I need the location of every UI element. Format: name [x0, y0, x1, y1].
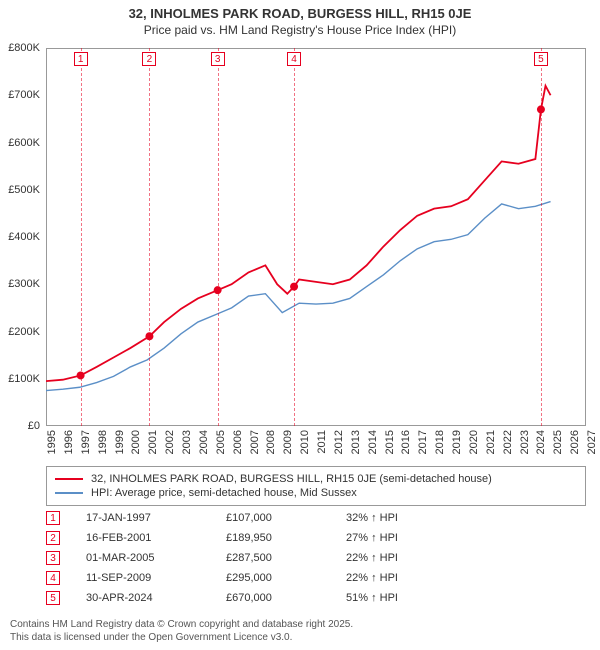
table-price: £107,000 [226, 512, 346, 524]
series-svg [46, 48, 586, 426]
table-price: £670,000 [226, 592, 346, 604]
table-marker: 2 [46, 531, 86, 545]
y-tick-label: £100K [0, 373, 40, 385]
x-tick-label: 2020 [468, 430, 480, 454]
legend-label-2: HPI: Average price, semi-detached house,… [91, 487, 357, 499]
y-tick-label: £200K [0, 326, 40, 338]
x-tick-label: 1996 [63, 430, 75, 454]
footer-line-1: Contains HM Land Registry data © Crown c… [10, 618, 353, 631]
x-tick-label: 2007 [249, 430, 261, 454]
x-tick-label: 2001 [147, 430, 159, 454]
table-pct: 51% ↑ HPI [346, 592, 466, 604]
table-date: 17-JAN-1997 [86, 512, 226, 524]
y-tick-label: £0 [0, 420, 40, 432]
x-tick-label: 2013 [350, 430, 362, 454]
x-tick-label: 2006 [232, 430, 244, 454]
marker-box: 5 [534, 52, 548, 66]
legend-row-1: 32, INHOLMES PARK ROAD, BURGESS HILL, RH… [55, 473, 577, 485]
marker-box: 2 [142, 52, 156, 66]
table-pct: 32% ↑ HPI [346, 512, 466, 524]
marker-box: 1 [74, 52, 88, 66]
x-tick-label: 2019 [451, 430, 463, 454]
table-row: 301-MAR-2005£287,50022% ↑ HPI [46, 548, 586, 568]
table-row: 530-APR-2024£670,00051% ↑ HPI [46, 588, 586, 608]
y-tick-label: £800K [0, 42, 40, 54]
marker-line [294, 48, 295, 426]
table-date: 01-MAR-2005 [86, 552, 226, 564]
table-pct: 22% ↑ HPI [346, 572, 466, 584]
x-tick-label: 2022 [502, 430, 514, 454]
x-tick-label: 2011 [316, 430, 328, 454]
table-date: 30-APR-2024 [86, 592, 226, 604]
series-line-price_paid [46, 86, 551, 381]
marker-line [149, 48, 150, 426]
table-marker: 5 [46, 591, 86, 605]
x-tick-label: 2023 [519, 430, 531, 454]
sales-table: 117-JAN-1997£107,00032% ↑ HPI216-FEB-200… [46, 508, 586, 608]
marker-line [541, 48, 542, 426]
y-tick-label: £400K [0, 231, 40, 243]
x-tick-label: 2009 [282, 430, 294, 454]
y-tick-label: £300K [0, 278, 40, 290]
table-marker: 4 [46, 571, 86, 585]
chart-title-1: 32, INHOLMES PARK ROAD, BURGESS HILL, RH… [0, 6, 600, 21]
x-tick-label: 2024 [535, 430, 547, 454]
x-tick-label: 2003 [181, 430, 193, 454]
table-pct: 27% ↑ HPI [346, 532, 466, 544]
table-marker: 1 [46, 511, 86, 525]
y-tick-label: £600K [0, 137, 40, 149]
legend-swatch-1 [55, 478, 83, 480]
x-tick-label: 1998 [97, 430, 109, 454]
marker-line [81, 48, 82, 426]
x-tick-label: 2015 [384, 430, 396, 454]
table-pct: 22% ↑ HPI [346, 552, 466, 564]
y-tick-label: £500K [0, 184, 40, 196]
legend-swatch-2 [55, 492, 83, 494]
table-row: 117-JAN-1997£107,00032% ↑ HPI [46, 508, 586, 528]
y-tick-label: £700K [0, 89, 40, 101]
table-price: £295,000 [226, 572, 346, 584]
table-row: 411-SEP-2009£295,00022% ↑ HPI [46, 568, 586, 588]
x-tick-label: 2025 [552, 430, 564, 454]
x-tick-label: 2018 [434, 430, 446, 454]
marker-box: 4 [287, 52, 301, 66]
x-tick-label: 2027 [586, 430, 598, 454]
x-tick-label: 2014 [367, 430, 379, 454]
x-tick-label: 2026 [569, 430, 581, 454]
marker-box: 3 [211, 52, 225, 66]
legend-row-2: HPI: Average price, semi-detached house,… [55, 487, 577, 499]
table-row: 216-FEB-2001£189,95027% ↑ HPI [46, 528, 586, 548]
x-tick-label: 2008 [265, 430, 277, 454]
x-tick-label: 2012 [333, 430, 345, 454]
x-tick-label: 2002 [164, 430, 176, 454]
x-tick-label: 2005 [215, 430, 227, 454]
footer: Contains HM Land Registry data © Crown c… [10, 618, 353, 644]
table-date: 16-FEB-2001 [86, 532, 226, 544]
x-tick-label: 2017 [417, 430, 429, 454]
x-tick-label: 2004 [198, 430, 210, 454]
x-tick-label: 1995 [46, 430, 58, 454]
chart-title-2: Price paid vs. HM Land Registry's House … [0, 23, 600, 37]
legend: 32, INHOLMES PARK ROAD, BURGESS HILL, RH… [46, 466, 586, 506]
chart-area: £0£100K£200K£300K£400K£500K£600K£700K£80… [46, 48, 586, 426]
x-tick-label: 1999 [114, 430, 126, 454]
legend-label-1: 32, INHOLMES PARK ROAD, BURGESS HILL, RH… [91, 473, 492, 485]
table-date: 11-SEP-2009 [86, 572, 226, 584]
series-line-hpi [46, 202, 551, 391]
table-marker: 3 [46, 551, 86, 565]
marker-line [218, 48, 219, 426]
title-block: 32, INHOLMES PARK ROAD, BURGESS HILL, RH… [0, 0, 600, 37]
x-tick-label: 2021 [485, 430, 497, 454]
footer-line-2: This data is licensed under the Open Gov… [10, 631, 353, 644]
x-tick-label: 1997 [80, 430, 92, 454]
table-price: £189,950 [226, 532, 346, 544]
table-price: £287,500 [226, 552, 346, 564]
x-tick-label: 2000 [130, 430, 142, 454]
x-tick-label: 2010 [299, 430, 311, 454]
x-tick-label: 2016 [400, 430, 412, 454]
chart-container: 32, INHOLMES PARK ROAD, BURGESS HILL, RH… [0, 0, 600, 650]
